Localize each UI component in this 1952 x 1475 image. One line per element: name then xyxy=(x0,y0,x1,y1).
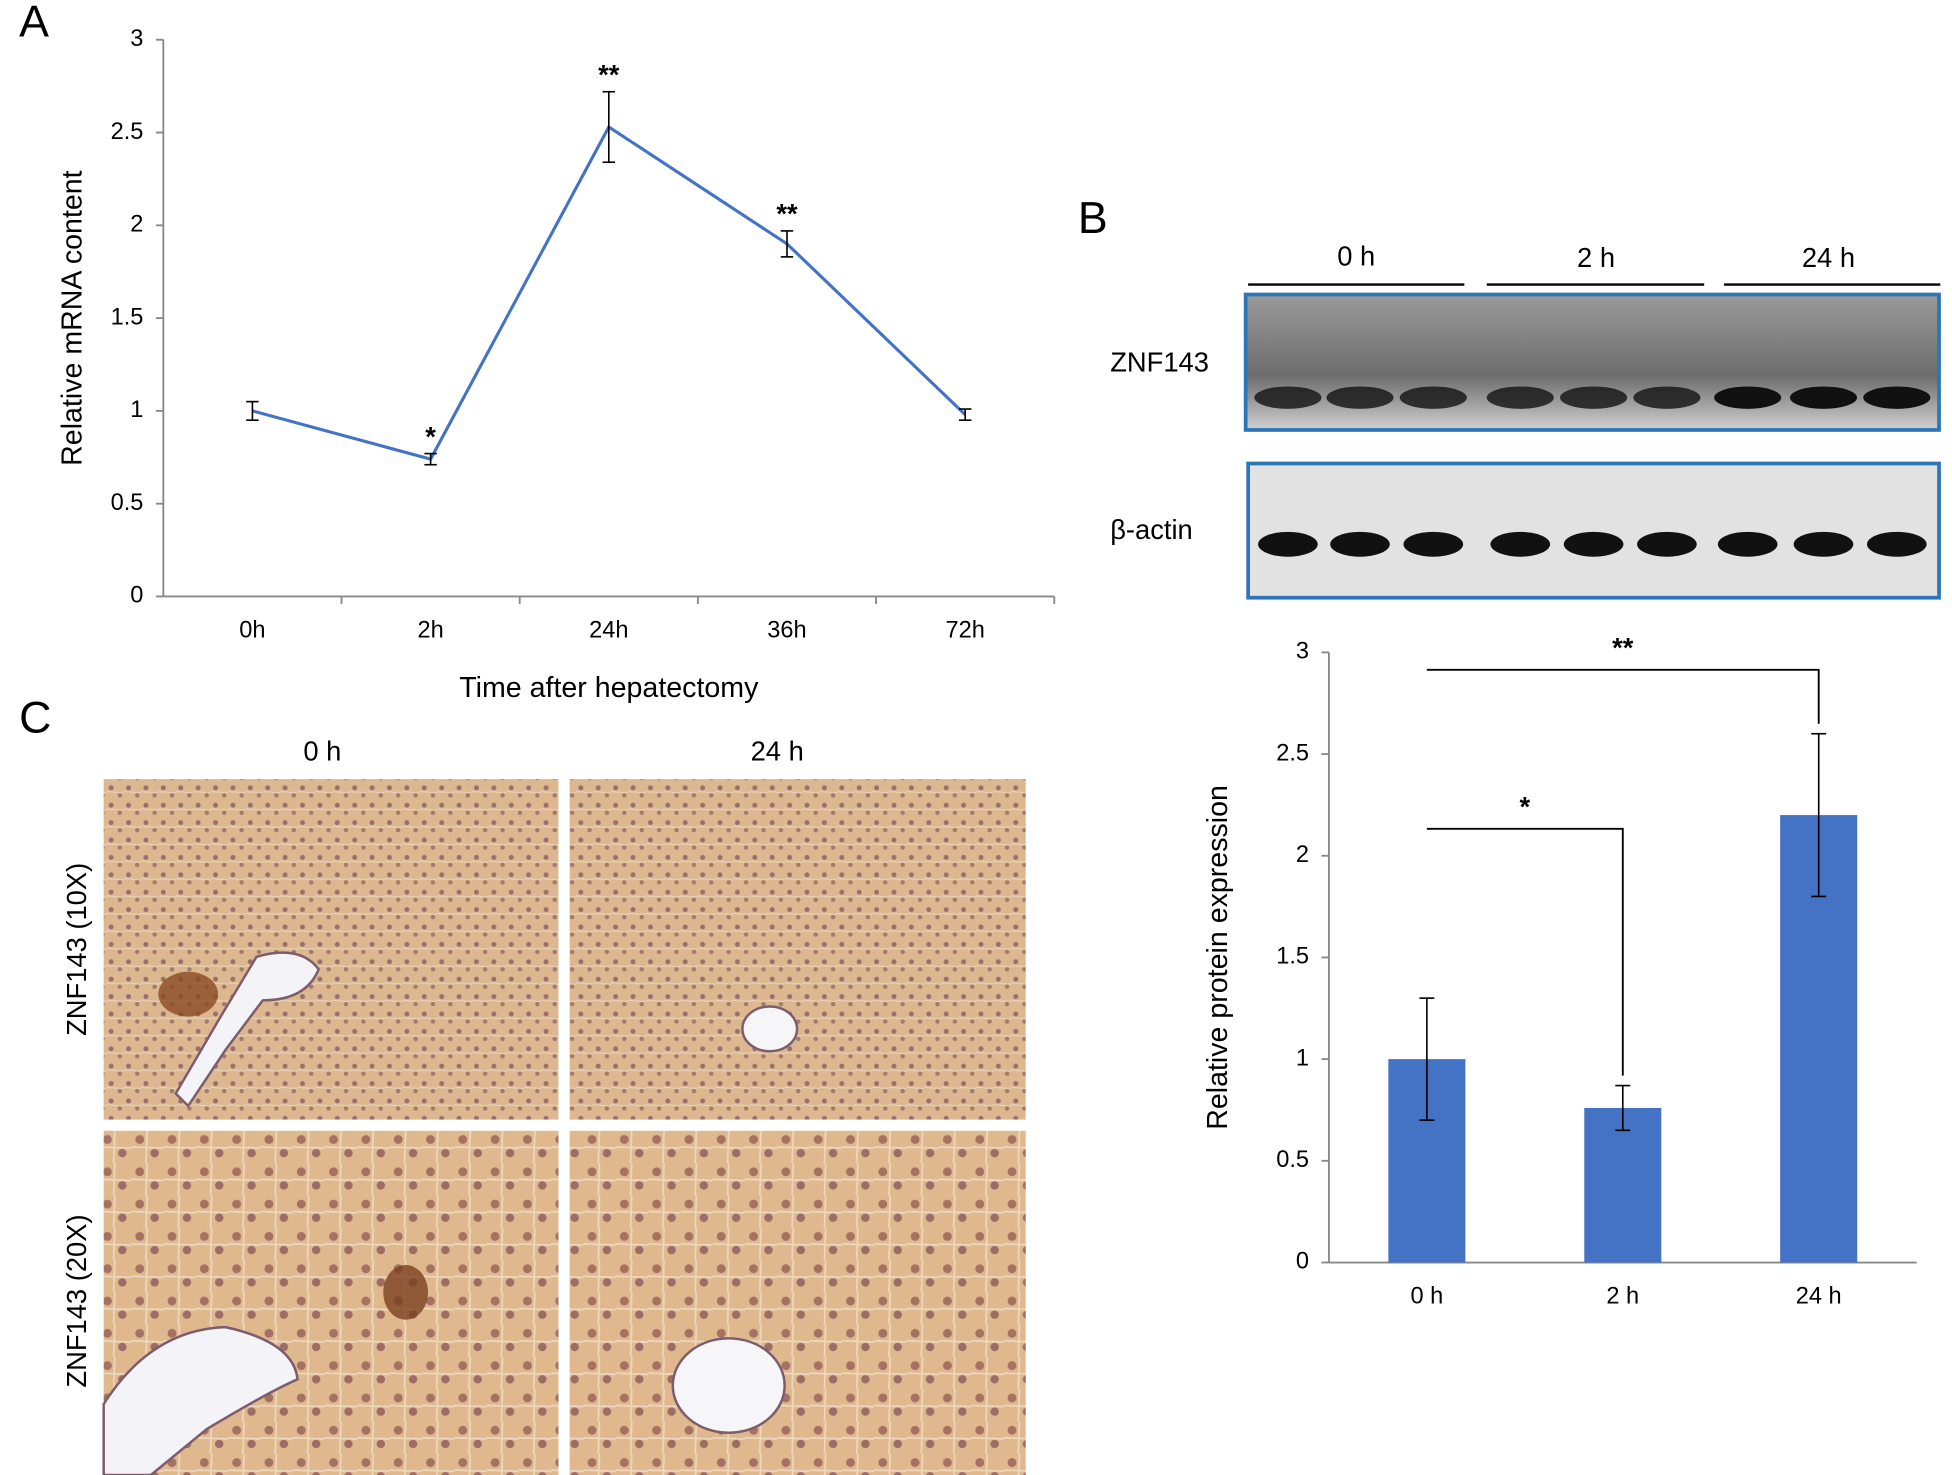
bar xyxy=(1584,1107,1662,1263)
y-tick-label: 0.5 xyxy=(111,490,144,516)
y-tick-label: 1.5 xyxy=(111,304,144,330)
y-tick-label: 2 xyxy=(1296,842,1309,868)
line xyxy=(252,124,967,461)
significance-bracket xyxy=(1426,827,1624,1076)
row-label: ZNF143 xyxy=(1110,346,1209,377)
error-bar xyxy=(424,452,437,466)
x-axis-title: Time after hepatectomy xyxy=(459,672,759,704)
y-tick-label: 1 xyxy=(1296,1045,1309,1071)
y-axis-title: Relative mRNA content xyxy=(56,170,88,465)
vessel xyxy=(741,1005,799,1053)
micrograph xyxy=(569,779,1026,1120)
error-bar xyxy=(1419,997,1435,1121)
y-tick-label: 0.5 xyxy=(1276,1147,1309,1173)
x-tick-label: 0h xyxy=(239,617,265,643)
significance: ** xyxy=(1612,632,1634,663)
band xyxy=(1258,531,1318,557)
error-bar xyxy=(602,90,616,164)
band xyxy=(1714,386,1782,409)
micrograph xyxy=(103,779,559,1120)
band xyxy=(1399,386,1467,409)
y-axis-title: Relative protein expression xyxy=(1202,785,1234,1130)
lane-label: 2 h xyxy=(1577,242,1615,273)
error-bar xyxy=(246,400,259,421)
histology: 0 h 24 h ZNF143 (10X) ZNF143 (20X) xyxy=(61,735,1026,1475)
blot-panel xyxy=(1243,292,1941,432)
band xyxy=(1563,531,1624,557)
x-tick-label: 2h xyxy=(417,617,443,643)
error-bar xyxy=(780,230,794,258)
row-label: ZNF143 (20X) xyxy=(61,1214,92,1387)
panel-label: C xyxy=(19,694,51,743)
lane-label: 0 h xyxy=(1337,241,1375,272)
vessel xyxy=(102,1325,299,1475)
x-tick-label: 36h xyxy=(767,617,806,643)
stain xyxy=(383,1264,429,1320)
band xyxy=(1866,531,1927,557)
lane-label: 24 h xyxy=(1802,242,1855,273)
error-bar xyxy=(1811,732,1827,898)
x-tick-label: 24h xyxy=(589,617,628,643)
y-tick-label: 2.5 xyxy=(111,119,144,145)
error-bar xyxy=(1615,1084,1631,1132)
band xyxy=(1637,531,1697,557)
column-label: 0 h xyxy=(303,735,341,766)
column-label: 24 h xyxy=(751,735,804,766)
band xyxy=(1560,386,1628,409)
significance-bracket xyxy=(1426,668,1820,724)
y-tick-label: 3 xyxy=(1296,639,1309,665)
band xyxy=(1326,386,1394,409)
blot: 0 h 2 h 24 h ZNF143 β-actin xyxy=(1110,241,1941,600)
band xyxy=(1717,531,1778,557)
band xyxy=(1254,386,1322,409)
band xyxy=(1633,386,1701,409)
x-tick-label: 24 h xyxy=(1796,1284,1842,1310)
panel-label: B xyxy=(1078,194,1108,243)
y-tick-label: 1 xyxy=(130,397,143,423)
row-label: β-actin xyxy=(1110,514,1193,545)
y-tick-label: 3 xyxy=(130,26,143,52)
x-tick-label: 0 h xyxy=(1410,1284,1443,1310)
band xyxy=(1793,531,1854,557)
vessel xyxy=(174,951,321,1108)
panel-label: A xyxy=(19,0,49,47)
x-tick-label: 2 h xyxy=(1606,1284,1639,1310)
y-tick-label: 2.5 xyxy=(1276,740,1309,766)
band xyxy=(1490,531,1551,557)
band xyxy=(1403,531,1464,557)
significance: * xyxy=(1520,791,1531,822)
band xyxy=(1789,386,1858,409)
y-tick-label: 0 xyxy=(130,583,143,609)
band xyxy=(1486,386,1554,409)
y-tick-label: 1.5 xyxy=(1276,944,1309,970)
y-tick-label: 2 xyxy=(130,212,143,238)
significance: ** xyxy=(776,198,798,229)
x-tick-label: 72h xyxy=(946,617,985,643)
error-bar xyxy=(958,408,972,421)
vessel xyxy=(671,1337,786,1434)
y-tick-label: 0 xyxy=(1296,1249,1309,1275)
micrograph xyxy=(569,1130,1026,1475)
significance: ** xyxy=(598,59,620,90)
blot-panel xyxy=(1246,461,1941,600)
significance: * xyxy=(425,421,436,452)
band xyxy=(1330,531,1390,557)
row-label: ZNF143 (10X) xyxy=(61,863,92,1036)
stain xyxy=(158,971,218,1017)
band xyxy=(1863,386,1931,409)
